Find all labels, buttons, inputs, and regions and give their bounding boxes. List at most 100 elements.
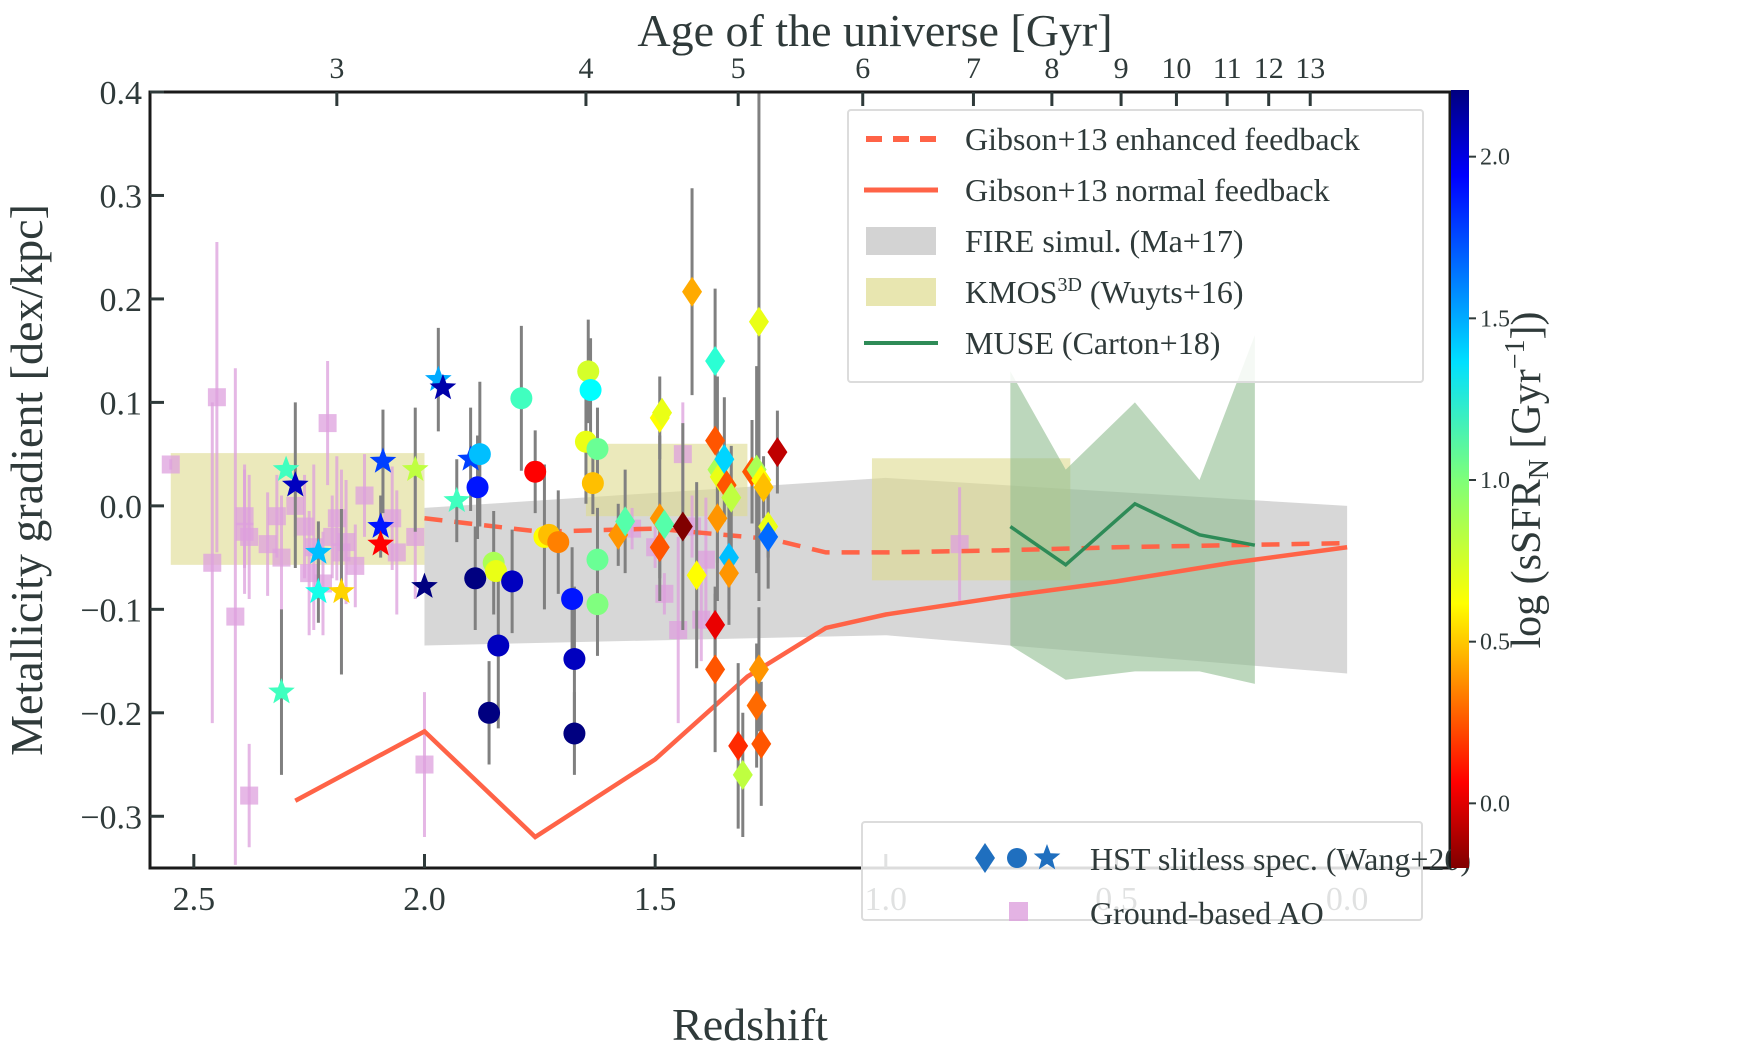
ao-marker [207,388,226,407]
hst-diamond-marker [746,690,767,721]
hst-circle-marker [468,443,491,466]
hst-diamond-marker [615,506,636,537]
colorbar: 0.0 0.5 1.0 1.5 2.0 [1451,90,1510,868]
ao-point [346,524,365,608]
y-tick-label: 0.2 [100,282,143,319]
y-tick-label: −0.1 [80,592,142,629]
hst-diamond-marker [652,397,673,428]
colorbar-tick-label: 2.0 [1480,145,1510,171]
legend-upper-label: KMOS3D (Wuyts+16) [965,274,1244,310]
hst-diamond-marker [718,558,739,589]
top-axis-title: Age of the universe [Gyr] [637,5,1112,56]
hst-star-marker [305,538,332,564]
y-axis-title: Metallicity gradient [dex/kpc] [1,204,52,756]
y-tick-label: 0.4 [100,75,143,112]
hst-star-marker [367,512,394,538]
ao-point [258,492,277,596]
top-tick-label: 3 [329,52,344,85]
legend-upper-label: FIRE simul. (Ma+17) [965,223,1243,259]
hst-star-marker [411,572,438,598]
colorbar-tick-label: 0.0 [1480,791,1510,817]
colorbar-title-unit: [Gyr [1504,369,1550,459]
top-tick-label: 12 [1254,52,1284,85]
hst-star-marker [429,373,457,400]
top-tick-label: 11 [1213,52,1242,85]
hst-diamond-marker [705,609,726,640]
hst-circle-marker [487,634,510,657]
legend-patch-swatch [866,278,936,306]
ao-marker [669,621,688,640]
legend-diamond-icon [975,843,995,873]
hst-circle-marker [561,587,584,610]
hst-circle-marker [563,647,586,670]
top-tick-label: 13 [1295,52,1325,85]
colorbar-title-end: ]) [1504,311,1550,339]
hst-diamond-marker [705,425,726,456]
ao-marker [406,527,425,546]
x-tick-label: 1.5 [634,881,677,918]
hst-star-marker [305,577,332,604]
ao-marker [161,455,180,474]
legend-lower-box [861,821,1423,921]
plot-frame [148,90,1452,870]
hst-circle-marker [524,460,547,483]
y-tick-label: 0.1 [100,385,143,422]
top-tick-label: 9 [1114,52,1129,85]
hst-circle-marker [586,548,609,571]
hst-circle-marker [586,593,609,616]
colorbar-tick-label: 0.5 [1480,630,1510,656]
legend-upper-box [847,109,1424,383]
legend-label-main: KMOS [965,274,1057,310]
ao-marker [655,584,674,603]
hst-diamond-marker [686,560,707,591]
ao-marker [240,786,259,805]
hst-diamond-marker [672,511,693,542]
ao-point [387,490,406,615]
hst-diamond-marker [767,437,788,468]
hst-diamond-marker [748,306,769,337]
ao-marker [327,509,346,528]
hst-diamond-marker [751,728,772,759]
legend-upper-label: MUSE (Carton+18) [965,325,1220,361]
ao-marker [318,414,337,433]
colorbar-gradient [1451,90,1469,868]
hst-star-marker [401,455,429,481]
ao-point [207,242,226,553]
ao-point [318,361,337,486]
top-tick-label: 7 [966,52,981,85]
ao-marker [696,550,715,569]
hst-diamond-marker [718,542,739,573]
legend-upper-label: Gibson+13 enhanced feedback [965,121,1360,157]
ao-marker [272,548,291,567]
hst-diamond-marker [753,472,774,503]
legends: Gibson+13 enhanced feedback Gibson+13 nor… [847,109,1471,931]
colorbar-title-sub: N [1524,459,1555,479]
ao-marker [235,522,254,541]
hst-star-marker [282,471,309,497]
hst-diamond-marker [732,759,753,790]
hst-star-marker [367,530,394,556]
hst-circle-marker [579,378,602,401]
hst-star-marker [268,678,295,704]
ao-point [161,455,180,474]
muse-line [1009,501,1256,568]
hst-diamond-marker [649,532,670,563]
x-tick-label: 2.0 [403,881,446,918]
top-tick-label: 10 [1161,52,1191,85]
ao-marker [415,755,434,774]
hst-diamond-marker [707,503,728,534]
top-tick-label: 6 [855,52,870,85]
hst-circle-marker [464,567,487,590]
legend-ao-icon [1009,902,1028,921]
ao-marker [337,533,356,552]
ao-marker [203,553,222,572]
hst-diamond-marker [714,444,735,475]
x-tick-label: 2.5 [173,881,216,918]
ao-point [415,692,434,837]
top-tick-label: 8 [1044,52,1059,85]
ao-point [203,402,222,724]
ao-marker [950,535,969,554]
gibson-normal-line [294,545,1348,840]
hst-diamond-marker [758,521,779,552]
hst-diamond-marker [721,482,742,513]
